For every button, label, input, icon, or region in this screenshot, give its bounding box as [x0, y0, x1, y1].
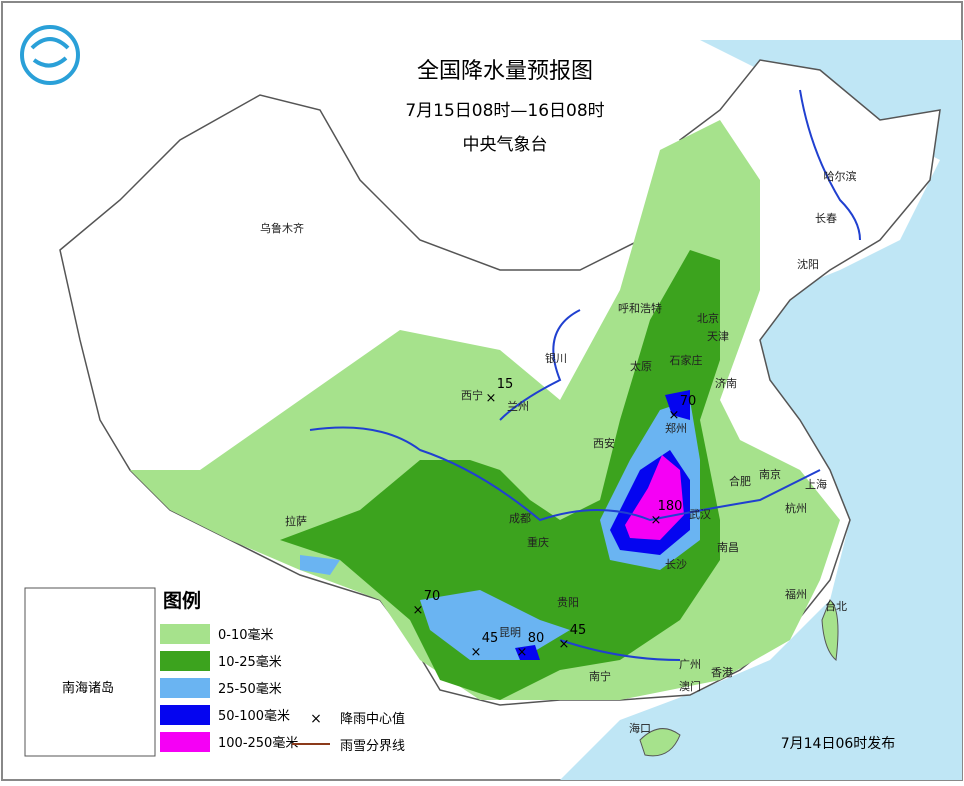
legend-swatch: [160, 651, 210, 671]
city-label: 长春: [815, 212, 837, 225]
city-label: 乌鲁木齐: [260, 221, 304, 235]
city-label: 西宁: [461, 388, 483, 402]
city-label: 西安: [593, 436, 615, 450]
city-label: 拉萨: [285, 514, 307, 528]
city-label: 成都: [509, 512, 531, 525]
taiwan: [821, 599, 839, 661]
cross-symbol: ×: [310, 711, 322, 727]
map-period: 7月15日08时—16日08时: [405, 101, 604, 121]
hainan: [639, 728, 681, 757]
city-label: 台北: [825, 599, 847, 613]
rain-100-250: [625, 455, 684, 540]
map-title: 全国降水量预报图: [417, 59, 593, 84]
maxima-layer: ×15×70×180×70×45×80 ×45: [413, 377, 697, 660]
max-value: 70: [424, 589, 441, 604]
max-value: 45: [570, 623, 587, 638]
issue-date: 7月14日06时发布: [781, 736, 896, 752]
max-value: 70: [680, 394, 697, 409]
cross: ×: [413, 603, 424, 618]
city-label: 哈尔滨: [824, 169, 857, 183]
city-label: 杭州: [785, 501, 807, 515]
sea: [560, 40, 962, 780]
city-label: 太原: [630, 360, 652, 373]
city-label: 银川: [545, 351, 567, 365]
logo: [20, 25, 80, 85]
city-label: 合肥: [729, 474, 751, 488]
city-label: 天津: [707, 330, 729, 343]
rain-10-25: [280, 250, 720, 700]
city-label: 济南: [715, 376, 737, 390]
legend-swatch: [160, 624, 210, 644]
max-value: 80: [528, 631, 545, 646]
cross: ×: [517, 645, 528, 660]
city-label: 福州: [785, 587, 807, 601]
cross: ×: [486, 391, 497, 406]
city-label: 贵阳: [557, 596, 579, 609]
cross: ×: [651, 513, 662, 528]
city-label: 上海: [805, 477, 827, 491]
city-label: 南京: [759, 467, 781, 481]
legend-symbol-label: 雨雪分界线: [340, 739, 405, 754]
max-value: 180: [658, 499, 683, 514]
city-label: 郑州: [665, 421, 687, 435]
max-value: 15: [497, 377, 514, 392]
city-label: 海口: [629, 721, 651, 735]
inset-frame: [24, 587, 156, 757]
legend-swatch: [160, 732, 210, 752]
inset: 南海诸岛: [24, 587, 156, 757]
legend-symbol-label: 降雨中心值: [340, 711, 405, 727]
inset-label: 南海诸岛: [62, 680, 114, 696]
city-label: 昆明: [499, 626, 521, 639]
legend-swatch: [160, 678, 210, 698]
legend-label: 100-250毫米: [218, 735, 298, 751]
city-label: 广州: [679, 658, 701, 671]
legend-title: 图例: [163, 589, 201, 612]
city-label: 北京: [697, 311, 719, 325]
cross: ×: [471, 645, 482, 660]
city-label: 兰州: [507, 400, 529, 413]
max-value: 45: [482, 631, 499, 646]
map-issuer: 中央气象台: [463, 135, 548, 155]
city-label: 香港: [711, 666, 733, 679]
cross: ×: [669, 408, 680, 423]
legend-label: 50-100毫米: [218, 708, 290, 724]
rivers: [309, 89, 861, 661]
city-label: 澳门: [679, 679, 701, 693]
city-label: 沈阳: [797, 257, 819, 271]
city-label: 南宁: [589, 669, 611, 683]
city-label: 武汉: [689, 508, 711, 521]
city-label: 重庆: [527, 535, 549, 549]
legend-swatch: [160, 705, 210, 725]
city-label: 南昌: [717, 541, 739, 554]
legend: 图例 0-10毫米 10-25毫米 25-50毫米 50-100毫米 100-250毫米…: [160, 589, 405, 754]
legend-label: 10-25毫米: [218, 654, 282, 670]
city-label: 长沙: [665, 558, 687, 571]
legend-label: 25-50毫米: [218, 681, 282, 697]
legend-label: 0-10毫米: [218, 627, 274, 643]
cross: ×: [559, 637, 570, 652]
city-label: 呼和浩特: [618, 301, 662, 315]
city-label: 石家庄: [670, 353, 703, 367]
